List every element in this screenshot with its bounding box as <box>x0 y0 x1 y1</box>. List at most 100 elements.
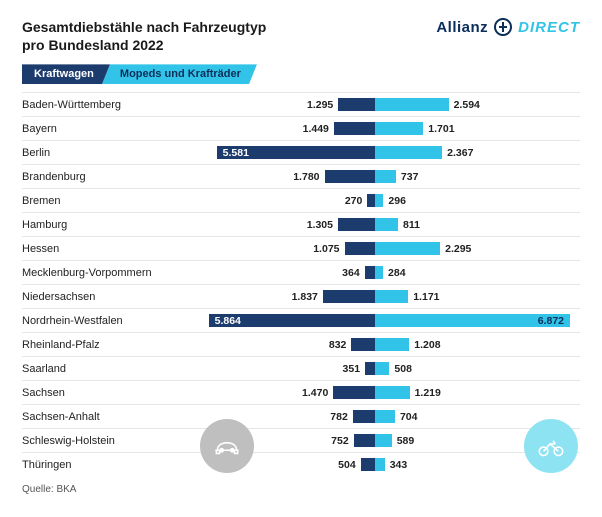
row-label: Brandenburg <box>22 171 170 183</box>
brand-name: Allianz <box>436 19 488 36</box>
bar-kraftwagen: 782 <box>353 410 375 423</box>
row-label: Bayern <box>22 123 170 135</box>
chart-row: Brandenburg1.780737 <box>22 164 580 188</box>
legend: Kraftwagen Mopeds und Krafträder <box>22 64 580 84</box>
row-bars: 5.581 2.367 <box>170 141 580 164</box>
legend-mopeds: Mopeds und Krafträder <box>102 64 257 84</box>
value-mopeds: 704 <box>400 411 418 423</box>
chart-row: Sachsen1.4701.219 <box>22 380 580 404</box>
chart-title: Gesamtdiebstähle nach Fahrzeugtyp pro Bu… <box>22 18 266 54</box>
value-kraftwagen: 1.449 <box>303 123 329 135</box>
value-kraftwagen: 1.305 <box>307 219 333 231</box>
row-bars: 5.864 6.872 <box>170 309 580 332</box>
value-kraftwagen: 752 <box>331 435 349 447</box>
value-mopeds: 1.171 <box>413 291 439 303</box>
chart-row: Baden-Württemberg 1.2952.594 <box>22 92 580 116</box>
row-bars: 270296 <box>170 189 580 212</box>
value-mopeds: 1.701 <box>428 123 454 135</box>
value-mopeds: 284 <box>388 267 406 279</box>
allianz-logo-icon <box>494 18 512 36</box>
motorcycle-icon <box>524 419 578 473</box>
bar-kraftwagen: 1.780 <box>325 170 376 183</box>
bar-mopeds: 1.208 <box>375 338 409 351</box>
value-kraftwagen: 5.581 <box>223 147 249 159</box>
bar-kraftwagen: 1.295 <box>338 98 375 111</box>
value-kraftwagen: 782 <box>330 411 348 423</box>
bar-mopeds: 2.594 <box>375 98 449 111</box>
row-label: Nordrhein-Westfalen <box>22 315 170 327</box>
bar-mopeds: 589 <box>375 434 392 447</box>
value-kraftwagen: 832 <box>329 339 347 351</box>
value-mopeds: 589 <box>397 435 415 447</box>
chart-row: Schleswig-Holstein752589 <box>22 428 580 452</box>
bar-kraftwagen: 1.305 <box>338 218 375 231</box>
bar-mopeds: 1.701 <box>375 122 423 135</box>
bar-mopeds: 343 <box>375 458 385 471</box>
value-kraftwagen: 504 <box>338 459 356 471</box>
bar-kraftwagen: 270 <box>367 194 375 207</box>
bar-kraftwagen: 364 <box>365 266 375 279</box>
bar-mopeds: 704 <box>375 410 395 423</box>
brand-logo: Allianz DIRECT <box>436 18 580 36</box>
chart-row: Bremen270296 <box>22 188 580 212</box>
bar-kraftwagen: 1.837 <box>323 290 375 303</box>
bar-kraftwagen: 5.581 <box>217 146 375 159</box>
bar-kraftwagen: 1.470 <box>333 386 375 399</box>
row-bars: 1.449 1.701 <box>170 117 580 140</box>
row-label: Hamburg <box>22 219 170 231</box>
row-label: Bremen <box>22 195 170 207</box>
row-bars: 364284 <box>170 261 580 284</box>
bar-mopeds: 296 <box>375 194 383 207</box>
legend-kraftwagen: Kraftwagen <box>22 64 110 84</box>
row-label: Thüringen <box>22 459 170 471</box>
row-bars: 1.075 2.295 <box>170 237 580 260</box>
chart-row: Hessen 1.075 2.295 <box>22 236 580 260</box>
value-kraftwagen: 1.780 <box>293 171 319 183</box>
bar-mopeds: 508 <box>375 362 389 375</box>
row-label: Rheinland-Pfalz <box>22 339 170 351</box>
bar-mopeds: 737 <box>375 170 396 183</box>
bar-mopeds: 6.872 <box>375 314 570 327</box>
value-mopeds: 508 <box>394 363 412 375</box>
chart-row: Mecklenburg-Vorpommern364284 <box>22 260 580 284</box>
row-bars: 1.4701.219 <box>170 381 580 404</box>
row-bars: 1.8371.171 <box>170 285 580 308</box>
bar-kraftwagen: 351 <box>365 362 375 375</box>
bar-kraftwagen: 832 <box>351 338 375 351</box>
bar-mopeds: 1.219 <box>375 386 410 399</box>
row-label: Mecklenburg-Vorpommern <box>22 267 170 279</box>
value-kraftwagen: 270 <box>345 195 363 207</box>
bar-mopeds: 811 <box>375 218 398 231</box>
value-kraftwagen: 364 <box>342 267 360 279</box>
row-bars: 1.305811 <box>170 213 580 236</box>
row-label: Baden-Württemberg <box>22 99 170 111</box>
row-label: Sachsen-Anhalt <box>22 411 170 423</box>
value-mopeds: 1.208 <box>414 339 440 351</box>
chart-row: Sachsen-Anhalt782704 <box>22 404 580 428</box>
title-line-1: Gesamtdiebstähle nach Fahrzeugtyp <box>22 19 266 35</box>
value-mopeds: 811 <box>403 219 420 231</box>
value-kraftwagen: 5.864 <box>215 315 241 327</box>
row-bars: 1.780737 <box>170 165 580 188</box>
value-mopeds: 2.295 <box>445 243 471 255</box>
chart-row: Bayern 1.449 1.701 <box>22 116 580 140</box>
chart-row: Hamburg1.305811 <box>22 212 580 236</box>
row-bars: 8321.208 <box>170 333 580 356</box>
chart-row: Nordrhein-Westfalen 5.864 6.872 <box>22 308 580 332</box>
row-label: Niedersachsen <box>22 291 170 303</box>
chart-row: Niedersachsen1.8371.171 <box>22 284 580 308</box>
bar-mopeds: 2.367 <box>375 146 442 159</box>
bar-kraftwagen: 504 <box>361 458 375 471</box>
chart-row: Rheinland-Pfalz8321.208 <box>22 332 580 356</box>
diverging-bar-chart: Baden-Württemberg1.2952.594Bayern1.4491.… <box>22 92 580 476</box>
row-label: Hessen <box>22 243 170 255</box>
value-mopeds: 2.367 <box>447 147 473 159</box>
value-kraftwagen: 351 <box>343 363 361 375</box>
chart-row: Thüringen504343 <box>22 452 580 476</box>
value-mopeds: 737 <box>401 171 419 183</box>
bar-kraftwagen: 1.075 <box>345 242 376 255</box>
bar-mopeds: 1.171 <box>375 290 408 303</box>
value-kraftwagen: 1.837 <box>292 291 318 303</box>
row-label: Sachsen <box>22 387 170 399</box>
bar-mopeds: 284 <box>375 266 383 279</box>
